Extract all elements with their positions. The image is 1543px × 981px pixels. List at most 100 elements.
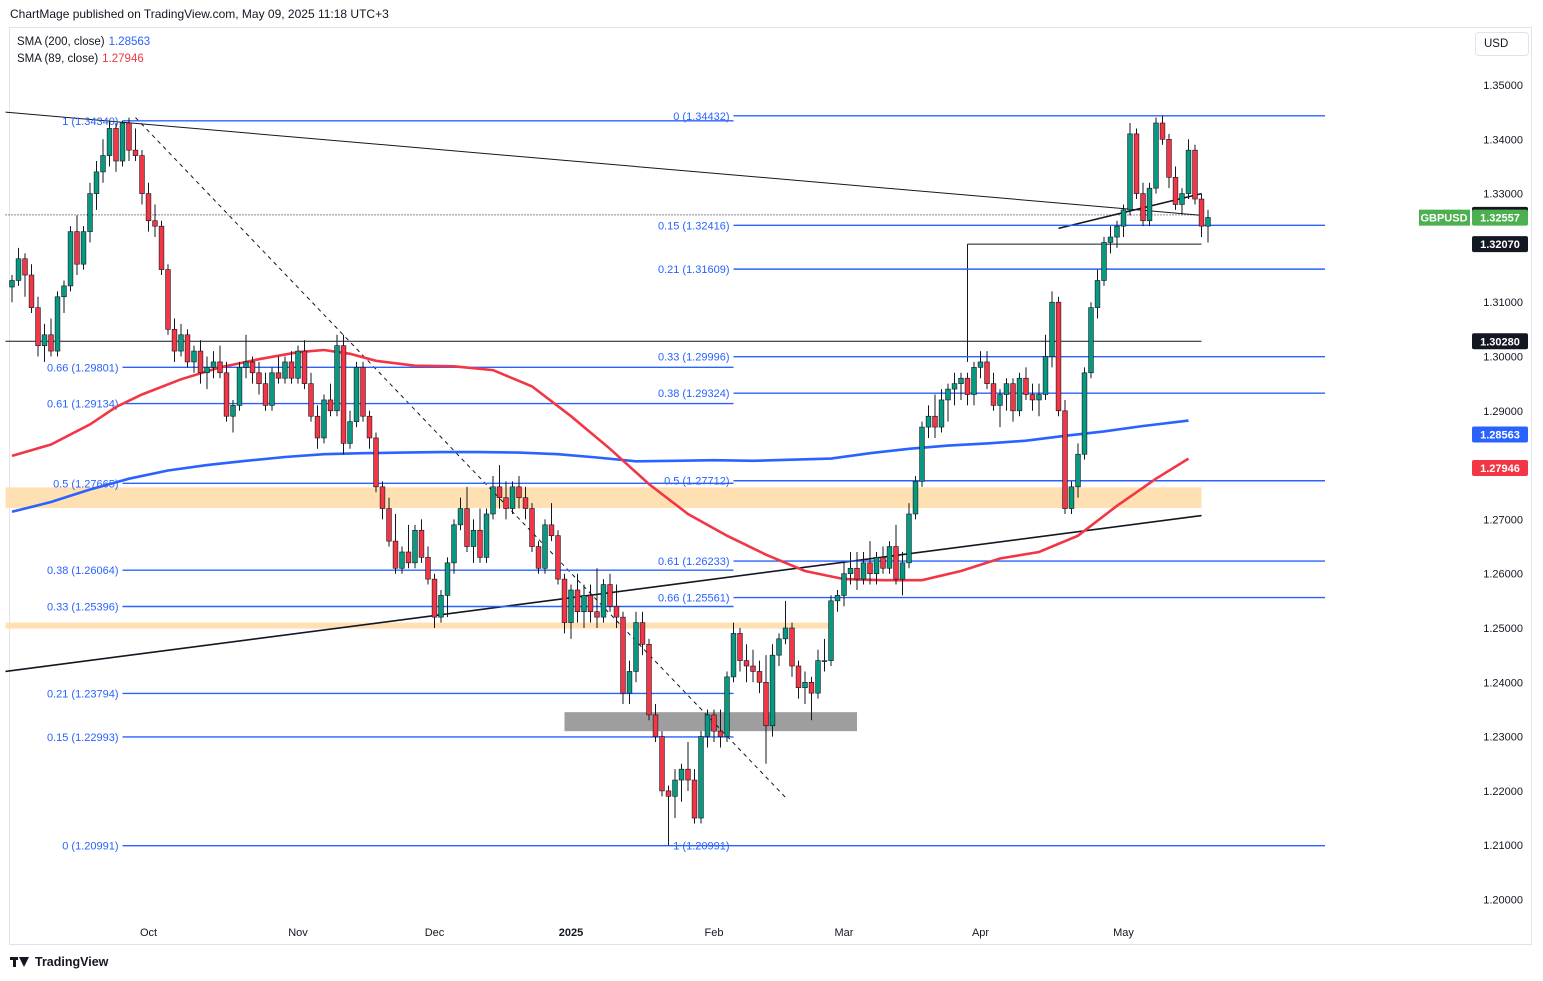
candle-128[interactable] bbox=[841, 562, 847, 607]
candle-84[interactable] bbox=[555, 530, 561, 585]
candle-172[interactable] bbox=[1127, 123, 1133, 216]
candle-136[interactable] bbox=[893, 524, 899, 585]
candle-134[interactable] bbox=[880, 546, 886, 574]
candle-123[interactable] bbox=[808, 676, 815, 721]
candle-47[interactable] bbox=[314, 405, 321, 449]
candle-149[interactable] bbox=[977, 351, 984, 379]
candle-31[interactable] bbox=[210, 351, 217, 379]
candle-176[interactable] bbox=[1153, 117, 1159, 194]
tradingview-footer[interactable]: TradingView bbox=[10, 955, 108, 969]
candle-155[interactable] bbox=[1016, 372, 1023, 417]
candle-10[interactable] bbox=[74, 215, 80, 276]
candle-57[interactable] bbox=[379, 481, 386, 520]
candle-3[interactable] bbox=[28, 264, 35, 314]
candle-100[interactable] bbox=[659, 731, 665, 797]
candle-70[interactable] bbox=[464, 486, 470, 552]
candle-90[interactable] bbox=[594, 568, 600, 628]
candle-177[interactable] bbox=[1159, 115, 1166, 145]
candle-94[interactable] bbox=[620, 611, 626, 705]
candle-83[interactable] bbox=[548, 503, 555, 542]
candle-110[interactable] bbox=[724, 671, 730, 743]
candle-106[interactable] bbox=[698, 731, 704, 824]
candle-36[interactable] bbox=[243, 334, 249, 379]
candle-89[interactable] bbox=[587, 584, 594, 623]
candle-35[interactable] bbox=[236, 361, 243, 411]
candle-180[interactable] bbox=[1179, 188, 1185, 216]
candle-98[interactable] bbox=[646, 638, 652, 721]
candle-13[interactable] bbox=[93, 161, 100, 210]
candle-108[interactable] bbox=[711, 709, 717, 743]
candle-121[interactable] bbox=[795, 660, 802, 699]
candle-54[interactable] bbox=[360, 361, 366, 422]
candle-166[interactable] bbox=[1088, 302, 1094, 379]
candle-167[interactable] bbox=[1094, 269, 1101, 319]
candle-156[interactable] bbox=[1023, 367, 1029, 400]
candle-20[interactable] bbox=[139, 150, 145, 205]
candle-114[interactable] bbox=[750, 649, 756, 683]
candle-117[interactable] bbox=[769, 644, 776, 737]
candle-24[interactable] bbox=[165, 264, 171, 335]
candle-39[interactable] bbox=[262, 372, 269, 411]
candle-133[interactable] bbox=[873, 551, 880, 585]
candle-65[interactable] bbox=[431, 573, 438, 628]
candle-160[interactable] bbox=[1049, 291, 1055, 368]
candle-52[interactable] bbox=[347, 410, 353, 449]
candle-86[interactable] bbox=[568, 584, 574, 639]
candle-0[interactable] bbox=[9, 275, 15, 303]
price-tag-4[interactable]: 1.28563 bbox=[1472, 426, 1528, 443]
candle-46[interactable] bbox=[308, 372, 314, 422]
candle-37[interactable] bbox=[249, 356, 256, 384]
candle-14[interactable] bbox=[100, 139, 106, 183]
candle-21[interactable] bbox=[145, 182, 152, 232]
zone-0[interactable] bbox=[5, 487, 1202, 508]
candle-64[interactable] bbox=[425, 546, 431, 585]
candle-131[interactable] bbox=[860, 551, 867, 585]
candle-158[interactable] bbox=[1036, 383, 1042, 417]
candle-99[interactable] bbox=[652, 704, 659, 743]
candle-40[interactable] bbox=[269, 367, 275, 411]
candle-51[interactable] bbox=[340, 334, 347, 455]
candle-44[interactable] bbox=[295, 345, 301, 384]
candle-170[interactable] bbox=[1114, 220, 1120, 248]
candle-12[interactable] bbox=[87, 182, 93, 243]
candle-126[interactable] bbox=[828, 595, 834, 667]
candle-175[interactable] bbox=[1146, 182, 1153, 227]
candle-49[interactable] bbox=[327, 383, 334, 417]
candle-122[interactable] bbox=[802, 671, 808, 705]
candle-67[interactable] bbox=[444, 557, 451, 618]
candle-9[interactable] bbox=[67, 226, 74, 292]
candle-82[interactable] bbox=[542, 519, 548, 574]
candle-74[interactable] bbox=[490, 475, 496, 520]
candle-18[interactable] bbox=[126, 117, 132, 162]
candle-78[interactable] bbox=[516, 475, 522, 509]
candle-43[interactable] bbox=[288, 351, 295, 384]
candle-29[interactable] bbox=[197, 340, 204, 384]
candle-124[interactable] bbox=[815, 649, 821, 699]
candle-162[interactable] bbox=[1062, 399, 1068, 514]
candle-146[interactable] bbox=[958, 372, 964, 400]
candle-66[interactable] bbox=[438, 589, 444, 623]
candle-6[interactable] bbox=[48, 318, 54, 357]
candle-174[interactable] bbox=[1140, 182, 1146, 227]
candle-38[interactable] bbox=[256, 361, 262, 395]
candle-103[interactable] bbox=[678, 763, 685, 802]
candle-169[interactable] bbox=[1107, 226, 1114, 254]
price-tag-3[interactable]: 1.30280 bbox=[1472, 333, 1528, 350]
candle-4[interactable] bbox=[35, 296, 41, 357]
candle-93[interactable] bbox=[613, 584, 620, 628]
candle-104[interactable] bbox=[685, 742, 691, 791]
candle-81[interactable] bbox=[535, 541, 542, 574]
candle-168[interactable] bbox=[1101, 237, 1107, 286]
candle-1[interactable] bbox=[15, 247, 22, 286]
candle-8[interactable] bbox=[61, 280, 67, 314]
candle-113[interactable] bbox=[743, 644, 750, 683]
candle-129[interactable] bbox=[847, 551, 854, 585]
candle-55[interactable] bbox=[366, 410, 373, 449]
legend-sma200[interactable]: SMA (200, close) 1.28563 bbox=[17, 34, 150, 51]
zone-2[interactable] bbox=[564, 712, 858, 732]
candle-141[interactable] bbox=[925, 405, 932, 438]
candle-88[interactable] bbox=[581, 584, 587, 628]
price-tag-1[interactable]: GBPUSD 1.32557 bbox=[1419, 209, 1528, 226]
candle-102[interactable] bbox=[672, 769, 678, 819]
